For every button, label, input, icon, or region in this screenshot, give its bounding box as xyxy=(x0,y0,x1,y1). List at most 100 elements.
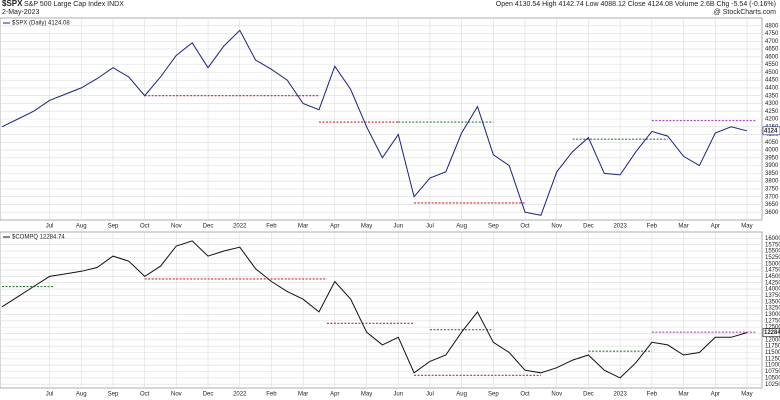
y-tick-label: 12000 xyxy=(765,337,780,343)
date: 2-May-2023 xyxy=(2,9,39,16)
x-tick-label: Sep xyxy=(488,224,499,230)
x-tick-label: Feb xyxy=(266,392,277,398)
y-tick-label: 4050 xyxy=(765,140,779,146)
y-tick-label: 15500 xyxy=(765,249,780,255)
x-tick-label: 2023 xyxy=(613,224,627,230)
y-tick-label: 4500 xyxy=(765,70,779,76)
x-tick-label: Mar xyxy=(678,392,688,398)
x-tick-label: Oct xyxy=(520,392,530,398)
y-tick-label: 10250 xyxy=(765,382,780,388)
x-tick-label: Sep xyxy=(108,224,119,230)
x-tick-label: Nov xyxy=(171,392,182,398)
x-tick-label: Mar xyxy=(298,224,308,230)
symbol-name: S&P 500 Large Cap Index INDX xyxy=(24,1,124,8)
y-tick-label: 12750 xyxy=(765,318,780,324)
x-tick-label: Sep xyxy=(488,392,499,398)
x-tick-label: May xyxy=(361,392,372,398)
y-tick-label: 3800 xyxy=(765,179,779,185)
y-tick-label: 10750 xyxy=(765,369,780,375)
y-tick-label: 11500 xyxy=(765,350,780,356)
y-tick-label: 13500 xyxy=(765,299,780,305)
last-value-label: 12284 xyxy=(764,330,780,336)
y-tick-label: 3900 xyxy=(765,163,779,169)
y-tick-label: 11750 xyxy=(765,344,780,350)
y-tick-label: 4200 xyxy=(765,117,779,123)
y-tick-label: 4800 xyxy=(765,23,779,29)
y-tick-label: 15000 xyxy=(765,261,780,267)
y-tick-label: 13750 xyxy=(765,293,780,299)
x-tick-label: 2022 xyxy=(233,392,247,398)
y-tick-label: 4750 xyxy=(765,31,779,37)
x-tick-label: Apr xyxy=(330,224,339,230)
y-tick-label: 14750 xyxy=(765,268,780,274)
x-tick-label: Nov xyxy=(551,224,562,230)
y-tick-label: 10500 xyxy=(765,375,780,381)
y-tick-label: 16000 xyxy=(765,236,780,242)
legend-entry: $SPX (Daily) 4124.08 xyxy=(12,21,70,27)
x-tick-label: Sep xyxy=(108,392,119,398)
x-tick-label: Nov xyxy=(551,392,562,398)
y-tick-label: 4550 xyxy=(765,62,779,68)
x-tick-label: Dec xyxy=(203,224,214,230)
y-tick-label: 3950 xyxy=(765,155,779,161)
x-tick-label: Dec xyxy=(583,224,594,230)
y-tick-label: 14250 xyxy=(765,280,780,286)
x-tick-label: Jul xyxy=(46,224,54,230)
y-tick-label: 4250 xyxy=(765,109,779,115)
x-tick-label: Apr xyxy=(711,392,720,398)
y-tick-label: 4100 xyxy=(765,132,779,138)
x-tick-label: Jul xyxy=(426,392,434,398)
last-value-badge xyxy=(762,328,780,337)
plot-frame xyxy=(0,231,763,389)
y-tick-label: 4300 xyxy=(765,101,779,107)
y-tick-label: 14500 xyxy=(765,274,780,280)
x-tick-label: Jun xyxy=(393,224,403,230)
x-tick-label: Mar xyxy=(678,224,688,230)
x-tick-label: May xyxy=(741,224,752,230)
source: @ StockCharts.com xyxy=(714,9,777,16)
x-tick-label: Oct xyxy=(520,224,530,230)
y-tick-label: 3600 xyxy=(765,210,779,216)
last-value-label: 4124 xyxy=(764,128,778,134)
x-tick-label: Aug xyxy=(76,224,87,230)
x-tick-label: Mar xyxy=(298,392,308,398)
y-tick-label: 12500 xyxy=(765,325,780,331)
y-tick-label: 4700 xyxy=(765,39,779,45)
x-tick-label: Dec xyxy=(203,392,214,398)
y-tick-label: 15250 xyxy=(765,255,780,261)
x-tick-label: Apr xyxy=(330,392,339,398)
x-tick-label: Feb xyxy=(647,392,658,398)
legend-entry: $COMPQ 12284.74 xyxy=(12,235,65,241)
y-tick-label: 3650 xyxy=(765,202,779,208)
symbol: $SPX xyxy=(2,0,23,8)
y-tick-label: 3750 xyxy=(765,187,779,193)
last-value-badge xyxy=(762,126,780,136)
x-tick-label: Aug xyxy=(76,392,87,398)
x-tick-label: Oct xyxy=(140,224,150,230)
y-tick-label: 13250 xyxy=(765,306,780,312)
x-tick-label: Dec xyxy=(583,392,594,398)
x-tick-label: 2022 xyxy=(233,224,247,230)
y-tick-label: 14000 xyxy=(765,287,780,293)
y-tick-label: 3850 xyxy=(765,171,779,177)
x-tick-label: Nov xyxy=(171,224,182,230)
y-tick-label: 4650 xyxy=(765,47,779,53)
x-tick-label: Apr xyxy=(711,224,720,230)
y-tick-label: 4450 xyxy=(765,78,779,84)
x-tick-label: Jun xyxy=(393,392,403,398)
x-tick-label: Aug xyxy=(456,392,467,398)
x-tick-label: Feb xyxy=(647,224,658,230)
quote: Open 4130.54 High 4142.74 Low 4088.12 Cl… xyxy=(496,1,776,8)
y-tick-label: 13000 xyxy=(765,312,780,318)
x-tick-label: Jul xyxy=(46,392,54,398)
y-tick-label: 11000 xyxy=(765,363,780,369)
x-tick-label: May xyxy=(361,224,372,230)
x-tick-label: Jul xyxy=(426,224,434,230)
price-line xyxy=(1,240,748,379)
y-tick-label: 3700 xyxy=(765,194,779,200)
y-tick-label: 11250 xyxy=(765,356,780,362)
x-tick-label: Oct xyxy=(140,392,150,398)
x-tick-label: Feb xyxy=(266,224,277,230)
x-tick-label: Aug xyxy=(456,224,467,230)
